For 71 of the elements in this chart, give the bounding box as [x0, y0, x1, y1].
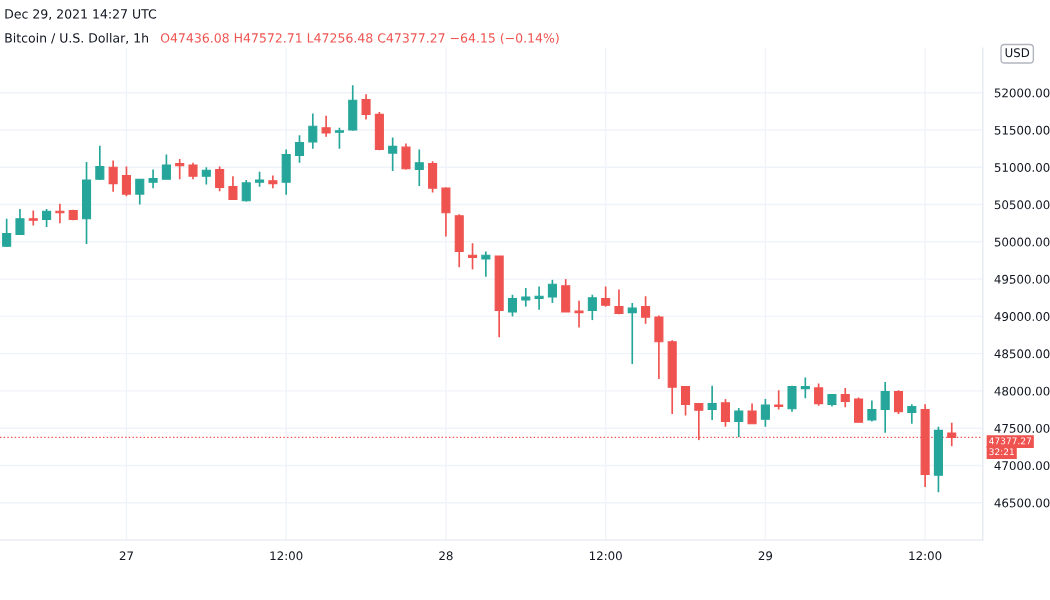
y-tick-label: 49500.00 [994, 274, 1050, 284]
candlestick [907, 403, 917, 425]
candlestick [521, 287, 531, 308]
candlestick [854, 396, 864, 424]
y-tick-label: 46500.00 [994, 498, 1050, 508]
candlestick [241, 179, 251, 203]
candlestick [534, 285, 544, 311]
candlestick [507, 293, 518, 318]
candlestick [760, 398, 770, 428]
candlestick [334, 126, 344, 150]
candlestick [627, 302, 637, 365]
x-tick-label: 27 [119, 551, 133, 561]
candlestick [108, 159, 118, 193]
y-tick-label: 50000.00 [994, 237, 1050, 247]
candlestick [840, 387, 850, 409]
candlestick [2, 217, 12, 248]
y-tick-label: 51500.00 [994, 125, 1050, 135]
candlestick [614, 288, 624, 315]
x-tick-label: 28 [439, 551, 453, 561]
candlestick [215, 165, 225, 192]
candlestick [467, 242, 478, 271]
candlestick [547, 279, 557, 304]
candlestick [774, 389, 784, 411]
x-tick-label: 12:00 [589, 551, 622, 561]
candlestick [175, 158, 185, 181]
candlestick [747, 402, 757, 425]
candlestick [587, 293, 597, 321]
text: 32:21 [989, 448, 1014, 456]
y-tick-label: 50500.00 [994, 200, 1050, 210]
candlestick [800, 376, 810, 400]
candlestick [601, 285, 611, 308]
x-tick-label: 12:00 [270, 551, 303, 561]
candlestick [135, 178, 145, 206]
candlestick [401, 142, 411, 171]
text: Dec 29, 2021 14:27 UTC [5, 9, 157, 20]
chart-subtitle: O47436.08 H47572.71 L47256.48 C47377.27 −64.15 (−0.14%) [160, 32, 559, 45]
candlestick [414, 148, 424, 187]
candlestick [15, 208, 25, 236]
y-axis-title: USD [1005, 48, 1030, 58]
candlestick [294, 134, 305, 164]
candlestick [95, 144, 105, 181]
candlestick [707, 384, 717, 421]
candlestick [308, 112, 318, 150]
x-tick-label: 12:00 [909, 551, 942, 561]
y-tick-label: 48500.00 [994, 349, 1050, 359]
candlestick [481, 250, 491, 278]
y-tick-label: 49000.00 [994, 312, 1050, 322]
candlestick [121, 165, 132, 198]
chart-title: Bitcoin / U.S. Dollar, 1h [5, 32, 149, 44]
candlestick [55, 202, 65, 225]
y-tick-label: 51000.00 [994, 163, 1050, 172]
candlestick [720, 398, 731, 428]
candlestick [161, 153, 171, 181]
candlestick [388, 136, 398, 172]
candlestick [814, 382, 824, 407]
candlestick [787, 384, 797, 413]
candlestick [734, 407, 744, 438]
candlestick [148, 168, 158, 189]
candlestick [880, 381, 890, 434]
y-tick-label: 47500.00 [994, 423, 1050, 433]
candlestick [893, 389, 904, 415]
candlestick [680, 385, 691, 417]
y-tick-label: 47000.00 [994, 461, 1050, 471]
ref-line-label: 47377.27 [989, 437, 1031, 445]
y-tick-label: 48000.00 [994, 386, 1050, 396]
candlestick [641, 295, 651, 325]
x-tick-label: 29 [758, 551, 773, 561]
candlestick [361, 93, 371, 121]
candlestick [321, 115, 331, 138]
y-tick-label: 52000.00 [994, 88, 1050, 98]
candlestick [574, 299, 584, 329]
